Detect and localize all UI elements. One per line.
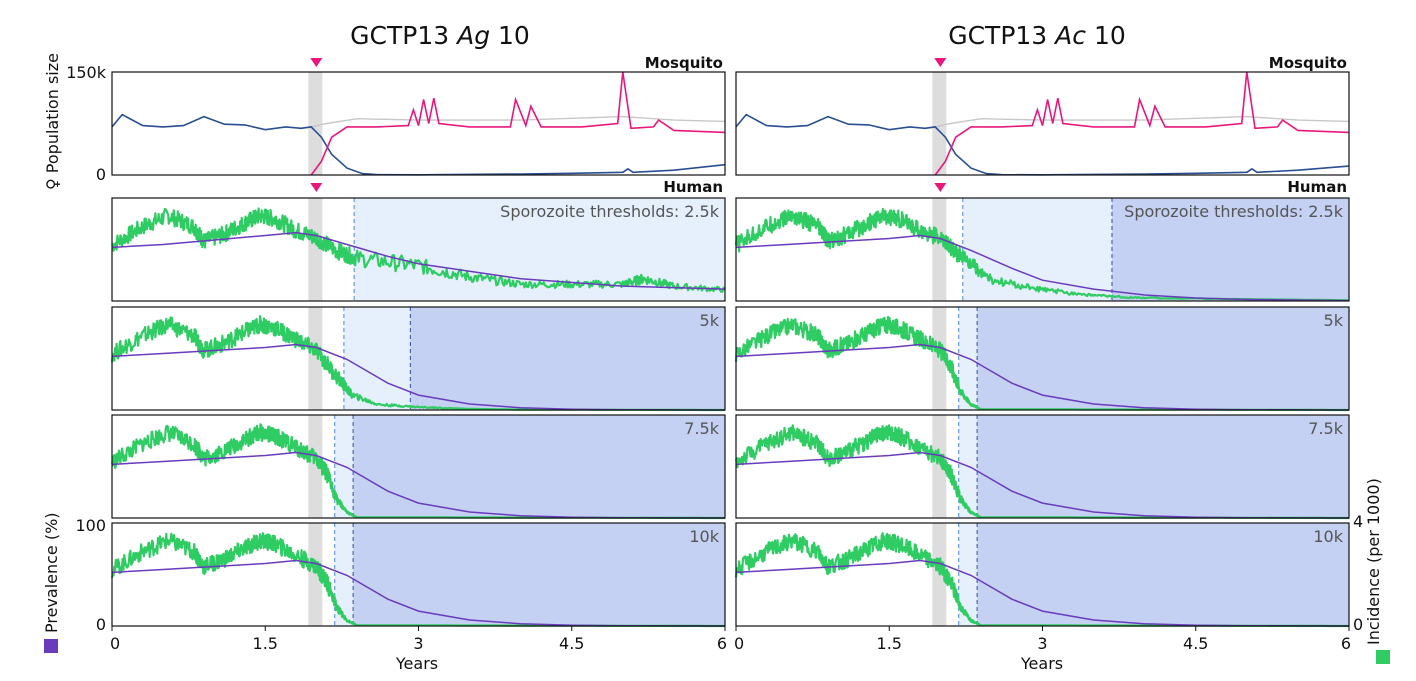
release-band — [308, 415, 323, 518]
sporozoite-window-dark — [977, 523, 1349, 626]
human-row-10k: 10k 4 0 0 1.5 3 4.5 6 — [734, 512, 1363, 653]
human-row-5k: 5k — [734, 306, 1350, 412]
x-tick-label: 3 — [413, 634, 423, 653]
sporozoite-window-dark — [977, 415, 1349, 518]
release-band — [308, 523, 323, 626]
x-tick-label: 1.5 — [253, 634, 278, 653]
human-row-2.5k: Sporozoite thresholds: 2.5k Human — [734, 178, 1350, 302]
release-band — [932, 72, 947, 175]
population-size-axis-label: ♀ Population size — [43, 53, 62, 190]
x-tick-label: 1.5 — [877, 634, 902, 653]
right-x-axis-label: Years — [1020, 654, 1063, 673]
incidence-line — [110, 315, 725, 412]
threshold-label: 7.5k — [684, 419, 719, 438]
human-frame — [735, 414, 1350, 519]
threshold-label: 10k — [1313, 527, 1343, 546]
sporozoite-window-dark — [410, 307, 725, 410]
mosquito-series-drive — [934, 71, 1350, 176]
prevalence-line — [111, 559, 726, 627]
right-panel: Mosquito Sporozoite thresholds: 2.5k Human… — [734, 54, 1363, 653]
mosquito-series-total — [935, 115, 1350, 128]
release-band — [308, 307, 323, 410]
human-row-7.5k: 7.5k — [110, 414, 726, 520]
incidence-line — [734, 315, 1349, 412]
threshold-label: Sporozoite thresholds: 2.5k — [500, 202, 720, 221]
release-marker-human — [934, 183, 947, 192]
incidence-line — [110, 423, 725, 520]
human-frame — [111, 414, 726, 519]
prevalence-line — [111, 343, 726, 411]
mosquito-y-tick-max: 150k — [66, 63, 107, 82]
x-tick-label: 6 — [1341, 634, 1351, 653]
mosquito-series-total — [311, 115, 726, 128]
prevalence-line — [111, 231, 726, 290]
human-row-2.5k: Sporozoite thresholds: 2.5k Human — [111, 178, 726, 302]
incidence-y-tick-min: 0 — [1353, 615, 1363, 634]
threshold-label: 5k — [1324, 311, 1344, 330]
release-band — [308, 72, 323, 175]
mosquito-row-label: Mosquito — [645, 54, 723, 72]
prevalence-line — [735, 234, 1350, 302]
mosquito-frame — [735, 71, 1350, 176]
x-tick-label: 0 — [110, 634, 120, 653]
human-row-label: Human — [663, 178, 723, 196]
release-band — [932, 415, 947, 518]
threshold-label: Sporozoite thresholds: 2.5k — [1124, 202, 1344, 221]
human-row-label: Human — [1287, 178, 1347, 196]
sporozoite-window-dark — [353, 523, 725, 626]
human-frame — [735, 197, 1350, 302]
mosquito-series-wild-type — [735, 113, 1350, 176]
incidence-swatch — [1376, 650, 1390, 664]
left-x-axis-label: Years — [395, 654, 438, 673]
mosquito-row-label: Mosquito — [1269, 54, 1347, 72]
release-marker-mosquito — [310, 58, 323, 67]
prevalence-y-tick-min: 0 — [96, 615, 106, 634]
incidence-line — [734, 532, 1349, 628]
release-marker-mosquito — [934, 58, 947, 67]
incidence-axis-label: Incidence (per 1000) — [1364, 478, 1383, 645]
prevalence-line — [735, 343, 1350, 411]
x-tick-label: 3 — [1037, 634, 1047, 653]
human-row-10k: 10k 100 00 1.5 3 4.5 6 — [75, 516, 727, 653]
prevalence-line — [111, 451, 726, 519]
mosquito-y-tick-min: 0 — [96, 165, 106, 184]
threshold-label: 5k — [700, 311, 720, 330]
x-tick-label: 4.5 — [559, 634, 584, 653]
release-marker-human — [310, 183, 323, 192]
x-tick-label: 6 — [717, 634, 727, 653]
sporozoite-window-dark — [977, 307, 1349, 410]
left-panel: Mosquito 150k 0 Sporozoite thresholds: 2.5k… — [66, 54, 727, 653]
release-band — [308, 198, 323, 301]
incidence-line — [110, 532, 725, 628]
release-band — [932, 198, 947, 301]
right-panel-title: GCTP13 Ac 10 — [948, 21, 1126, 50]
x-tick-label: 4.5 — [1183, 634, 1208, 653]
left-panel-title: GCTP13 Ag 10 — [350, 21, 530, 50]
prevalence-swatch — [44, 639, 58, 653]
threshold-label: 7.5k — [1308, 419, 1343, 438]
mosquito-series-wild-type — [111, 113, 726, 176]
human-frame — [111, 306, 726, 411]
prevalence-y-tick-max: 100 — [75, 516, 106, 535]
release-band — [932, 307, 947, 410]
sporozoite-window-dark — [353, 415, 725, 518]
mosquito-frame — [111, 71, 726, 176]
incidence-y-tick-max: 4 — [1353, 512, 1363, 531]
prevalence-axis-label: Prevalence (%) — [42, 512, 61, 633]
mosquito-plot: Mosquito — [735, 54, 1350, 176]
threshold-label: 10k — [689, 527, 719, 546]
mosquito-plot: Mosquito 150k 0 — [66, 54, 726, 184]
prevalence-line — [735, 559, 1350, 627]
incidence-line — [734, 207, 1350, 302]
prevalence-line — [735, 451, 1350, 519]
sporozoite-window-dark — [1111, 198, 1349, 301]
mosquito-series-drive — [310, 71, 726, 176]
incidence-line — [734, 424, 1349, 520]
human-frame — [111, 197, 726, 302]
human-frame — [735, 306, 1350, 411]
human-row-5k: 5k — [110, 306, 726, 412]
human-row-7.5k: 7.5k — [734, 414, 1350, 520]
x-tick-label: 0 — [734, 634, 744, 653]
